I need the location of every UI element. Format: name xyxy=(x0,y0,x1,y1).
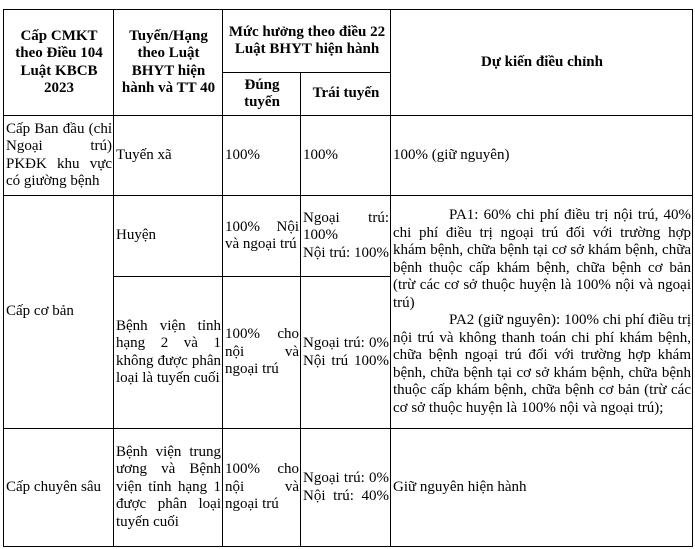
header-level: Cấp CMKT theo Điều 104 Luật KBCB 2023 xyxy=(3,9,114,116)
cell-route: Huyện xyxy=(113,195,223,277)
table-row: Cấp cơ bản Huyện 100% Nội và ngoại trú N… xyxy=(3,195,693,429)
cell-route: Bệnh viện trung ương và Bệnh viện tỉnh h… xyxy=(113,428,223,547)
header-route: Tuyến/Hạng theo Luật BHYT hiện hành và T… xyxy=(113,9,223,116)
table-row: Cấp Ban đầu (chỉ Ngoại trú) PKĐK khu vực… xyxy=(3,115,693,196)
header-correct-route: Đúng tuyến xyxy=(222,72,301,116)
cell-correct: 100% cho nội và ngoại trú xyxy=(222,428,301,547)
cell-route: Bệnh viện tỉnh hạng 2 và 1 không được ph… xyxy=(113,276,223,429)
proposal-pa2: PA2 (giữ nguyên): 100% chi phí điều trị … xyxy=(393,312,691,416)
cell-correct: 100% Nội và ngoại trú xyxy=(222,195,301,277)
wrong-inpatient: Nội trú 100% xyxy=(303,352,389,369)
header-proposal: Dự kiến điều chỉnh xyxy=(390,9,693,116)
wrong-inpatient: Nội trú: 100% xyxy=(303,244,389,261)
cell-proposal: Giữ nguyên hiện hành xyxy=(390,428,693,547)
table-row: Bệnh viện tỉnh hạng 2 và 1 không được ph… xyxy=(4,276,693,429)
cell-correct: 100% xyxy=(222,115,301,196)
header-benefit-group: Mức hưởng theo điều 22 Luật BHYT hiện hà… xyxy=(222,9,391,73)
cell-level: Cấp chuyên sâu xyxy=(3,428,114,547)
cell-correct: 100% cho nội và ngoại trú xyxy=(222,276,301,429)
cell-route: Tuyến xã xyxy=(113,115,223,196)
cell-wrong: Ngoại trú: 100% Nội trú: 100% xyxy=(300,195,391,277)
cell-proposal: PA1: 60% chi phí điều trị nội trú, 40% c… xyxy=(390,195,693,429)
benefit-table: Cấp CMKT theo Điều 104 Luật KBCB 2023 Tu… xyxy=(3,9,693,547)
header-wrong-route: Trái tuyến xyxy=(300,72,391,116)
wrong-outpatient: Ngoại trú: 100% xyxy=(303,209,389,244)
table-row: Cấp chuyên sâu Bệnh viện trung ương và B… xyxy=(3,428,693,547)
cell-wrong: Ngoại trú: 0% Nội trú 100% xyxy=(300,276,391,429)
cell-level: Cấp cơ bản xyxy=(3,195,114,429)
proposal-pa1: PA1: 60% chi phí điều trị nội trú, 40% c… xyxy=(393,207,691,311)
wrong-outpatient: Ngoại trú: 0% xyxy=(303,335,389,351)
cell-wrong: Ngoại trú: 0% Nội trú: 40% xyxy=(300,428,391,547)
wrong-inpatient: Nội trú: 40% xyxy=(303,487,389,504)
cell-level: Cấp Ban đầu (chỉ Ngoại trú) PKĐK khu vực… xyxy=(3,115,114,196)
cell-proposal: 100% (giữ nguyên) xyxy=(390,115,693,196)
wrong-outpatient: Ngoại trú: 0% xyxy=(303,470,389,486)
cell-wrong: 100% xyxy=(300,115,391,196)
